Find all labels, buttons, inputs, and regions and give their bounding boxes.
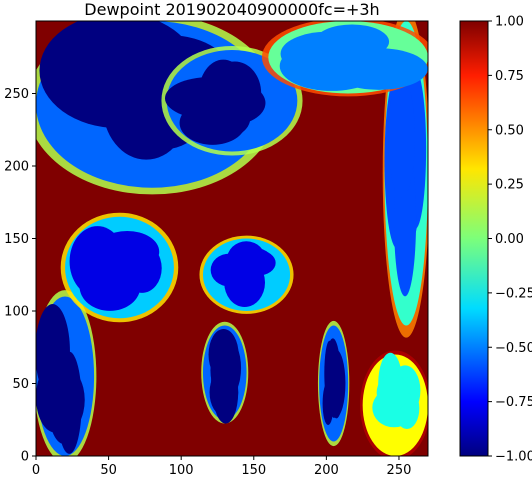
- x-tick-label: 150: [241, 463, 266, 478]
- y-tick-label: 250: [4, 87, 29, 102]
- colorbar-tick-label: 0.75: [495, 69, 524, 84]
- x-axis: 0 50 100 150 200 250: [32, 456, 412, 478]
- y-tick-label: 100: [4, 305, 29, 320]
- x-tick-label: 50: [100, 463, 117, 478]
- colorbar-tick-label: 0.25: [495, 178, 524, 193]
- heatmap-region-core: [45, 314, 68, 372]
- heatmap-region-core: [47, 368, 85, 432]
- heatmap-region-core: [79, 261, 141, 311]
- colorbar-tick-label: −0.50: [495, 341, 532, 356]
- heatmap-region: [60, 212, 179, 323]
- colorbar-tick-label: 0.00: [495, 232, 524, 247]
- heatmap-region: [360, 350, 428, 456]
- y-axis: 0 50 100 150 200 250: [4, 87, 36, 465]
- y-tick-label: 50: [12, 377, 29, 392]
- y-tick-label: 150: [4, 232, 29, 247]
- heatmap-region-core: [183, 96, 251, 141]
- heatmap-region: [199, 235, 294, 314]
- heatmap-region: [36, 290, 97, 456]
- x-tick-label: 100: [169, 463, 194, 478]
- colorbar-tick-label: −0.25: [495, 286, 532, 301]
- x-tick-label: 0: [32, 463, 40, 478]
- heatmap-region-core: [39, 21, 198, 129]
- heatmap-region-core: [323, 30, 385, 81]
- y-tick-label: 0: [21, 450, 29, 465]
- heatmap-region-core: [376, 374, 409, 411]
- heatmap-region-core: [388, 76, 415, 198]
- colorbar-tick-label: −1.00: [495, 450, 532, 465]
- x-tick-label: 200: [314, 463, 339, 478]
- colorbar-tick-label: −0.75: [495, 395, 532, 410]
- heatmap-region-core: [224, 258, 266, 308]
- colorbar: [459, 20, 489, 457]
- heatmap-cells: [36, 21, 428, 456]
- heatmap-region: [261, 21, 428, 97]
- chart-title: Dewpoint 201902040900000fc=+3h: [84, 0, 380, 19]
- colorbar-axis: 1.00 0.75 0.50 0.25 0.00 −0.25 −0.50 −0.75 −1.00: [488, 15, 532, 465]
- heatmap-region-core: [326, 349, 346, 418]
- heatmap-region: [161, 45, 303, 156]
- heatmap-region-core: [210, 341, 240, 399]
- heatmap-region: [317, 320, 350, 447]
- colorbar-tick-label: 1.00: [495, 15, 524, 30]
- colorbar-tick-label: 0.50: [495, 123, 524, 138]
- heatmap-region: [382, 21, 428, 338]
- y-tick-label: 200: [4, 160, 29, 175]
- heatmap-region: [201, 321, 249, 424]
- x-tick-label: 250: [387, 463, 412, 478]
